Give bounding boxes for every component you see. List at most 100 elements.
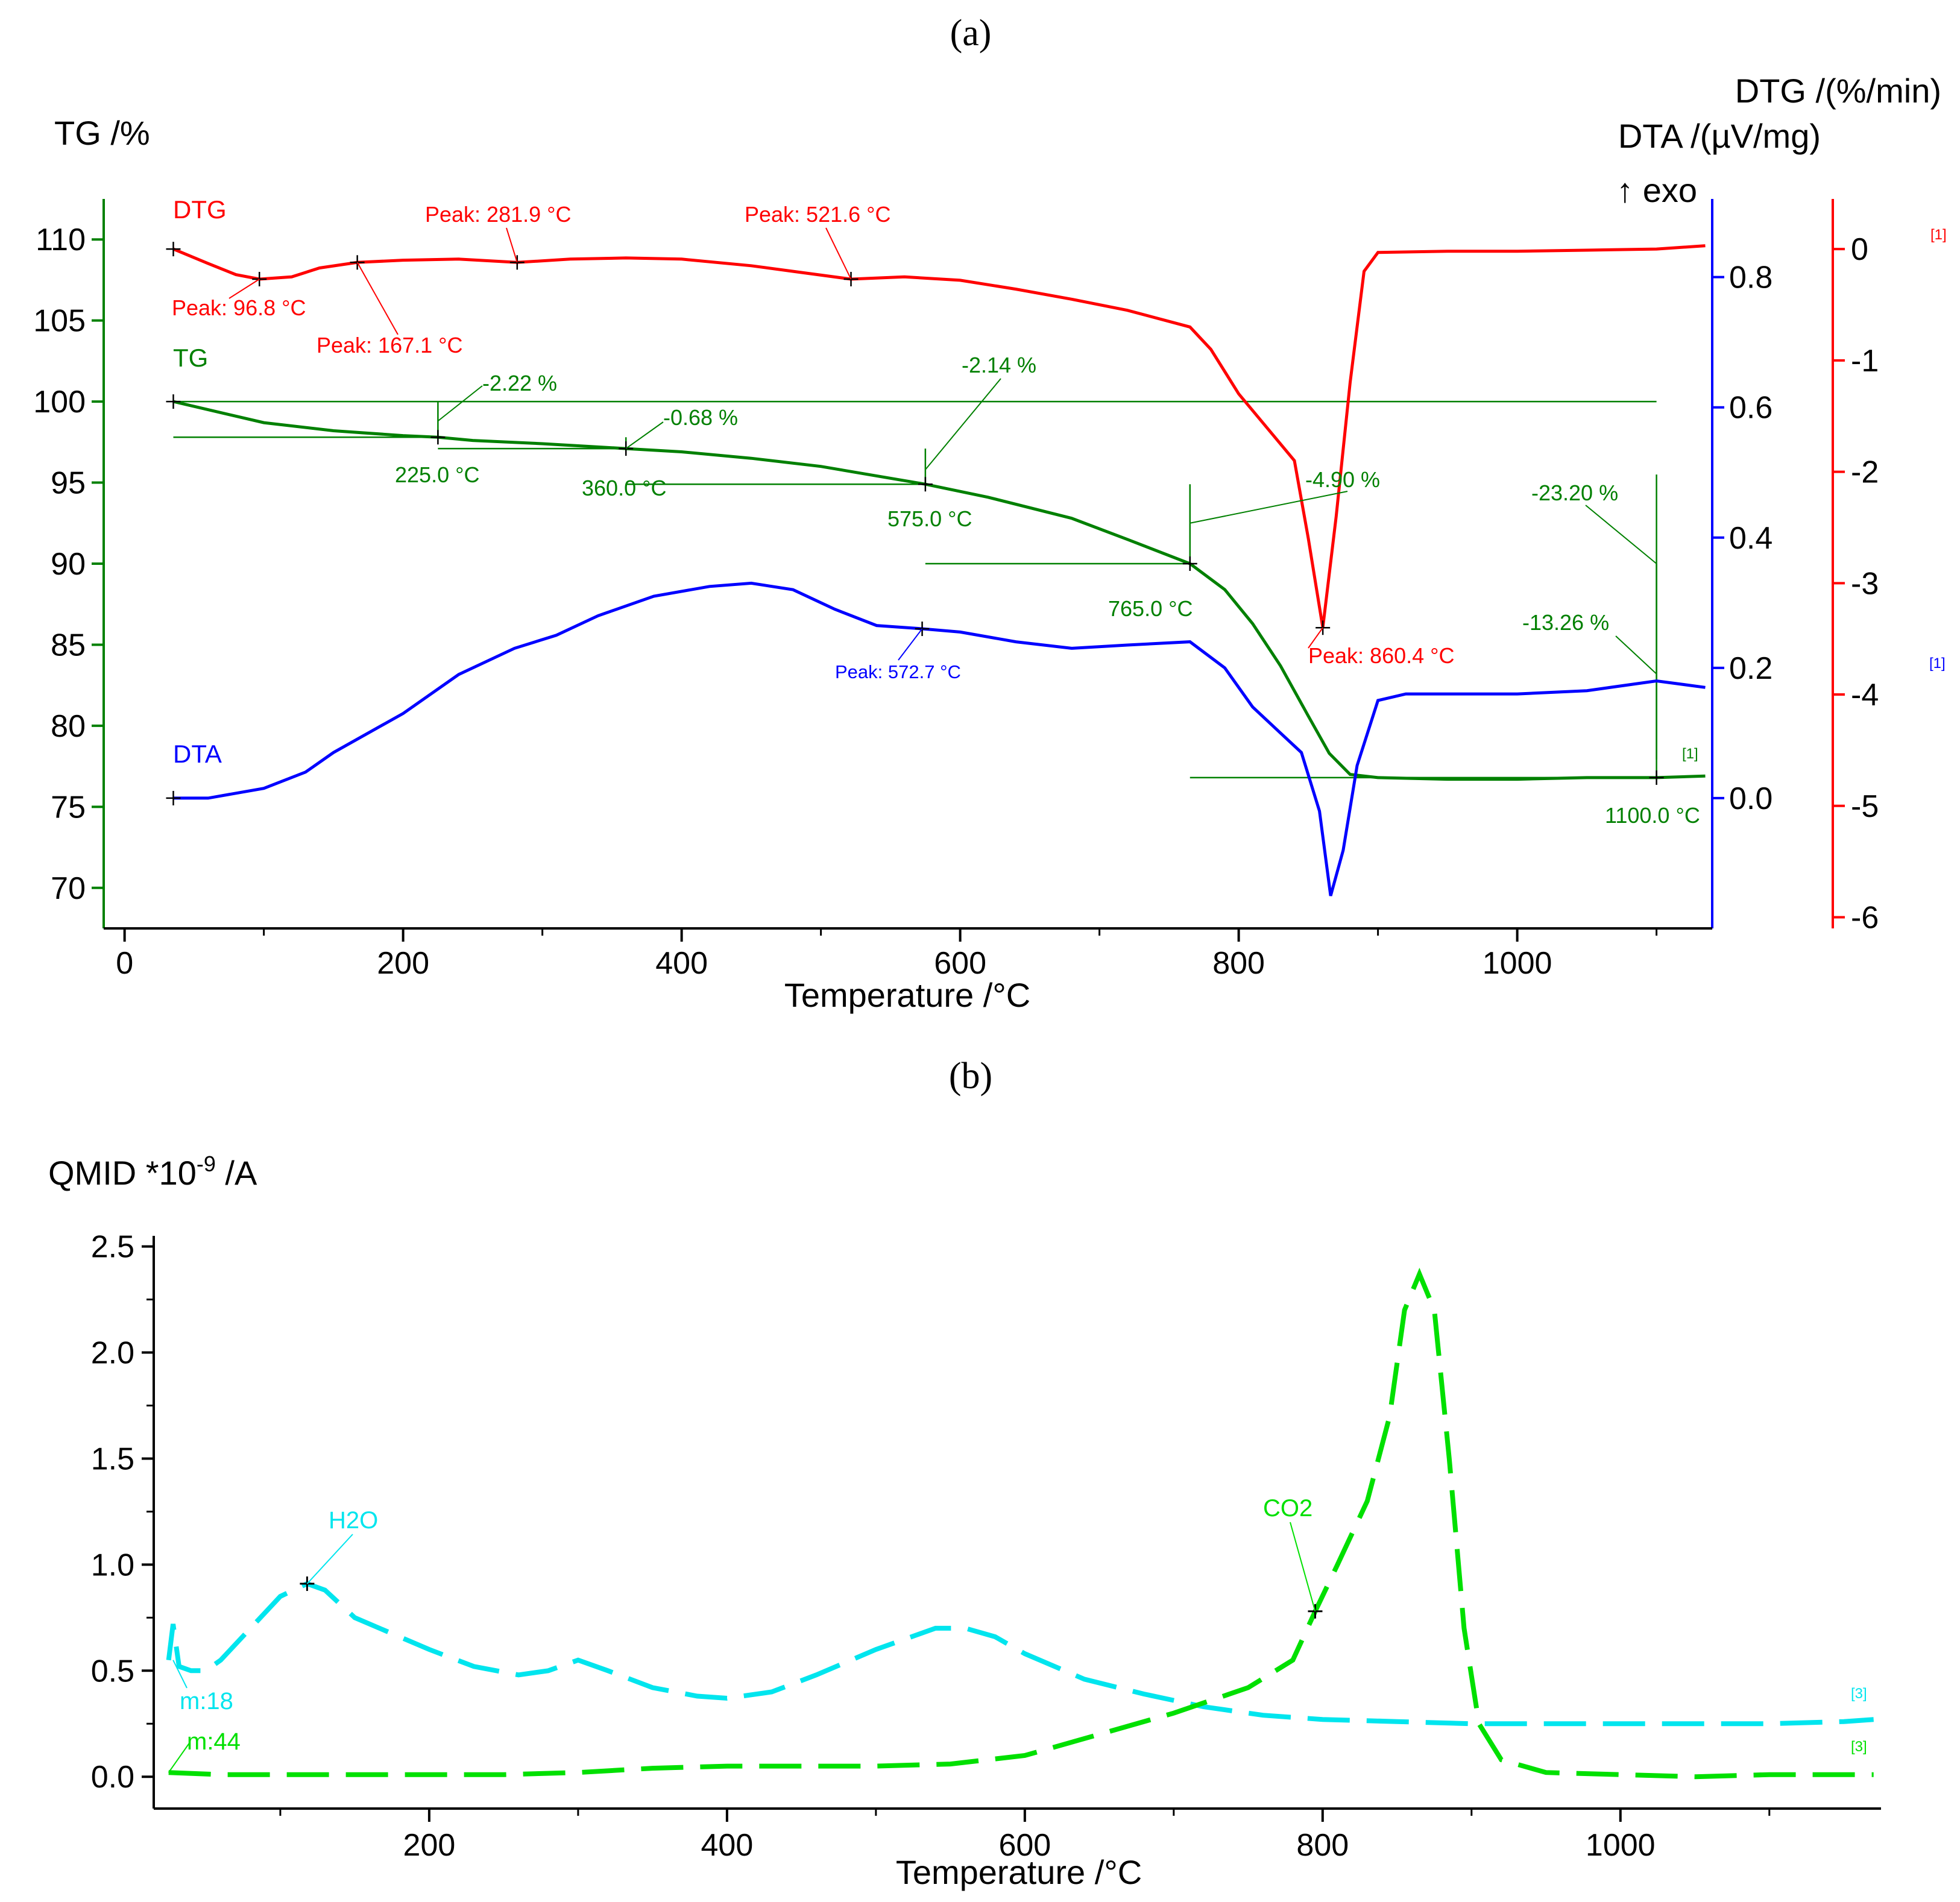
panel-a-x-tick-label: 800 [1212, 946, 1265, 981]
h2o-mass-label: m:18 [180, 1688, 233, 1715]
panel-b-y-tick-label: 0.5 [91, 1654, 134, 1689]
h2o-curve [166, 1581, 1874, 1727]
dtg-peak-96: Peak: 96.8 °C [172, 295, 306, 320]
tg-step-2-temperature: 360.0 °C [582, 476, 666, 500]
panel-b-x-tick-label: 600 [998, 1828, 1051, 1863]
dtg-peak-281-leader [506, 227, 518, 263]
tg-axis-tick-label: 105 [33, 304, 86, 339]
tg-total-mass-loss: -23.20 % [1531, 480, 1618, 505]
tg-axis-tick-label: 70 [51, 871, 86, 906]
panel-b-chart: QMID *10-9 /A Temperature /°C 200 400 600 8… [48, 1151, 1881, 1891]
dta-axis-tick-label: 0.8 [1729, 260, 1773, 295]
panel-a-x-tick-label: 0 [116, 946, 133, 981]
dtg-axis-title: DTG /(%/min) [1735, 72, 1941, 110]
dtg-curve-label: DTG [173, 195, 227, 224]
tg-step-4-mass-loss: -4.90 % [1305, 467, 1380, 492]
panel-b-x-tick-label: 800 [1296, 1828, 1349, 1863]
panel-b-x-ticks: 200 400 600 800 1000 [279, 1809, 1771, 1863]
dtg-peak-521-leader [825, 227, 852, 280]
dta-peak-572-leader [898, 628, 923, 661]
tg-step-2-leader [625, 421, 664, 449]
tg-step-4-leader [1190, 491, 1348, 524]
exo-direction-label: ↑ exo [1616, 171, 1697, 209]
dtg-axis-ticks: 0 -1 -2 -3 -4 -5 -6 [1833, 232, 1879, 936]
panel-a-chart: TG /% DTG /(%/min) DTA /(µV/mg) ↑ exo Te… [33, 72, 1946, 1014]
dta-curve [173, 581, 1706, 896]
h2o-mass-leader [172, 1660, 187, 1689]
tg-axis-tick-label: 95 [51, 466, 86, 501]
tg-curve-label: TG [173, 344, 208, 372]
co2-mass-leader [168, 1742, 191, 1773]
panel-b-y-tick-label: 1.0 [91, 1548, 134, 1582]
panel-b-y-tick-label: 2.0 [91, 1336, 134, 1371]
panel-a-label: (a) [950, 13, 992, 54]
tg-axis-tick-label: 110 [36, 222, 86, 257]
tg-step-3-leader [925, 378, 1001, 470]
panel-a-x-ticks: 0 200 400 600 800 1000 [116, 928, 1658, 981]
co2-curve-label: CO2 [1263, 1495, 1312, 1522]
panel-b-y-axis-title-exponent: -9 [197, 1151, 216, 1176]
dta-axis-tick-label: 0.2 [1729, 651, 1773, 686]
dtg-peak-281: Peak: 281.9 °C [425, 202, 572, 227]
dtg-peak-167: Peak: 167.1 °C [317, 333, 463, 357]
panel-b-x-tick-label: 200 [403, 1828, 456, 1863]
tg-end-temperature: 1100.0 °C [1605, 803, 1700, 828]
tg-step-2-mass-loss: -0.68 % [663, 405, 738, 430]
panel-b-y-tick-label: 2.5 [91, 1230, 134, 1265]
co2-segment-tag: [3] [1851, 1739, 1867, 1755]
tg-step-1-leader [437, 385, 483, 422]
tg-axis-tick-label: 85 [51, 628, 86, 663]
tg-curve [172, 400, 1706, 781]
dta-segment-tag: [1] [1929, 655, 1946, 672]
panel-b-y-ticks: 0.0 0.5 1.0 1.5 2.0 2.5 [91, 1230, 154, 1795]
tg-step-3-temperature: 575.0 °C [887, 506, 972, 531]
dtg-axis-tick-label: -4 [1851, 678, 1879, 713]
panel-b-x-tick-label: 1000 [1586, 1828, 1656, 1863]
dtg-axis-tick-label: 0 [1851, 232, 1868, 267]
tg-step-3-mass-loss: -2.14 % [962, 353, 1036, 377]
dta-curve-label: DTA [173, 740, 222, 768]
dtg-peak-860-leader [1308, 627, 1323, 649]
panel-b-y-axis-title-base: QMID *10 [48, 1154, 197, 1192]
panel-b-x-tick-label: 400 [701, 1828, 754, 1863]
panel-a-x-tick-label: 200 [377, 946, 429, 981]
dta-axis-title: DTA /(µV/mg) [1618, 117, 1821, 155]
dtg-axis-tick-label: -5 [1851, 789, 1879, 824]
panel-a-x-tick-label: 1000 [1483, 946, 1552, 981]
h2o-segment-tag: [3] [1851, 1686, 1867, 1702]
dta-axis-tick-label: 0.4 [1729, 521, 1773, 556]
tg-step-lines [173, 400, 1657, 779]
h2o-curve-label: H2O [329, 1507, 378, 1534]
tg-step-1-mass-loss: -2.22 % [482, 371, 557, 395]
panel-b-label: (b) [949, 1056, 992, 1097]
dtg-peak-96-leader [228, 279, 260, 299]
dta-axis-tick-label: 0.6 [1729, 391, 1773, 426]
tg-axis-tick-label: 80 [51, 709, 86, 744]
dtg-axis-tick-label: -3 [1851, 566, 1879, 601]
panel-b-y-tick-label: 0.0 [91, 1760, 134, 1795]
dta-peak-572: Peak: 572.7 °C [835, 661, 961, 682]
tg-axis-tick-label: 100 [33, 385, 86, 420]
tg-step-5-leader [1615, 635, 1657, 675]
panel-b-markers [300, 1576, 1323, 1619]
panel-b-y-axis-title-unit: /A [216, 1154, 257, 1192]
panel-b-y-axis-title: QMID *10-9 /A [48, 1151, 257, 1192]
h2o-label-leader [306, 1534, 353, 1584]
dta-axis-ticks: 0.0 0.2 0.4 0.6 0.8 [1712, 260, 1773, 816]
panel-b-y-tick-label: 1.5 [91, 1441, 134, 1476]
panel-a-x-tick-label: 600 [934, 946, 986, 981]
dta-axis-tick-label: 0.0 [1729, 781, 1773, 816]
panel-a-x-axis-title: Temperature /°C [784, 976, 1030, 1014]
tg-axis-title: TG /% [54, 114, 150, 152]
tg-axis-tick-label: 75 [51, 790, 86, 825]
co2-mass-label: m:44 [187, 1728, 241, 1755]
panel-b-leader-lines [168, 1522, 1316, 1773]
co2-label-leader [1290, 1522, 1316, 1612]
dtg-axis-tick-label: -6 [1851, 901, 1879, 936]
dtg-peak-167-leader [356, 262, 399, 335]
panel-a-x-tick-label: 400 [655, 946, 708, 981]
tg-total-leader [1585, 505, 1657, 564]
tg-step-5-mass-loss: -13.26 % [1522, 610, 1609, 635]
